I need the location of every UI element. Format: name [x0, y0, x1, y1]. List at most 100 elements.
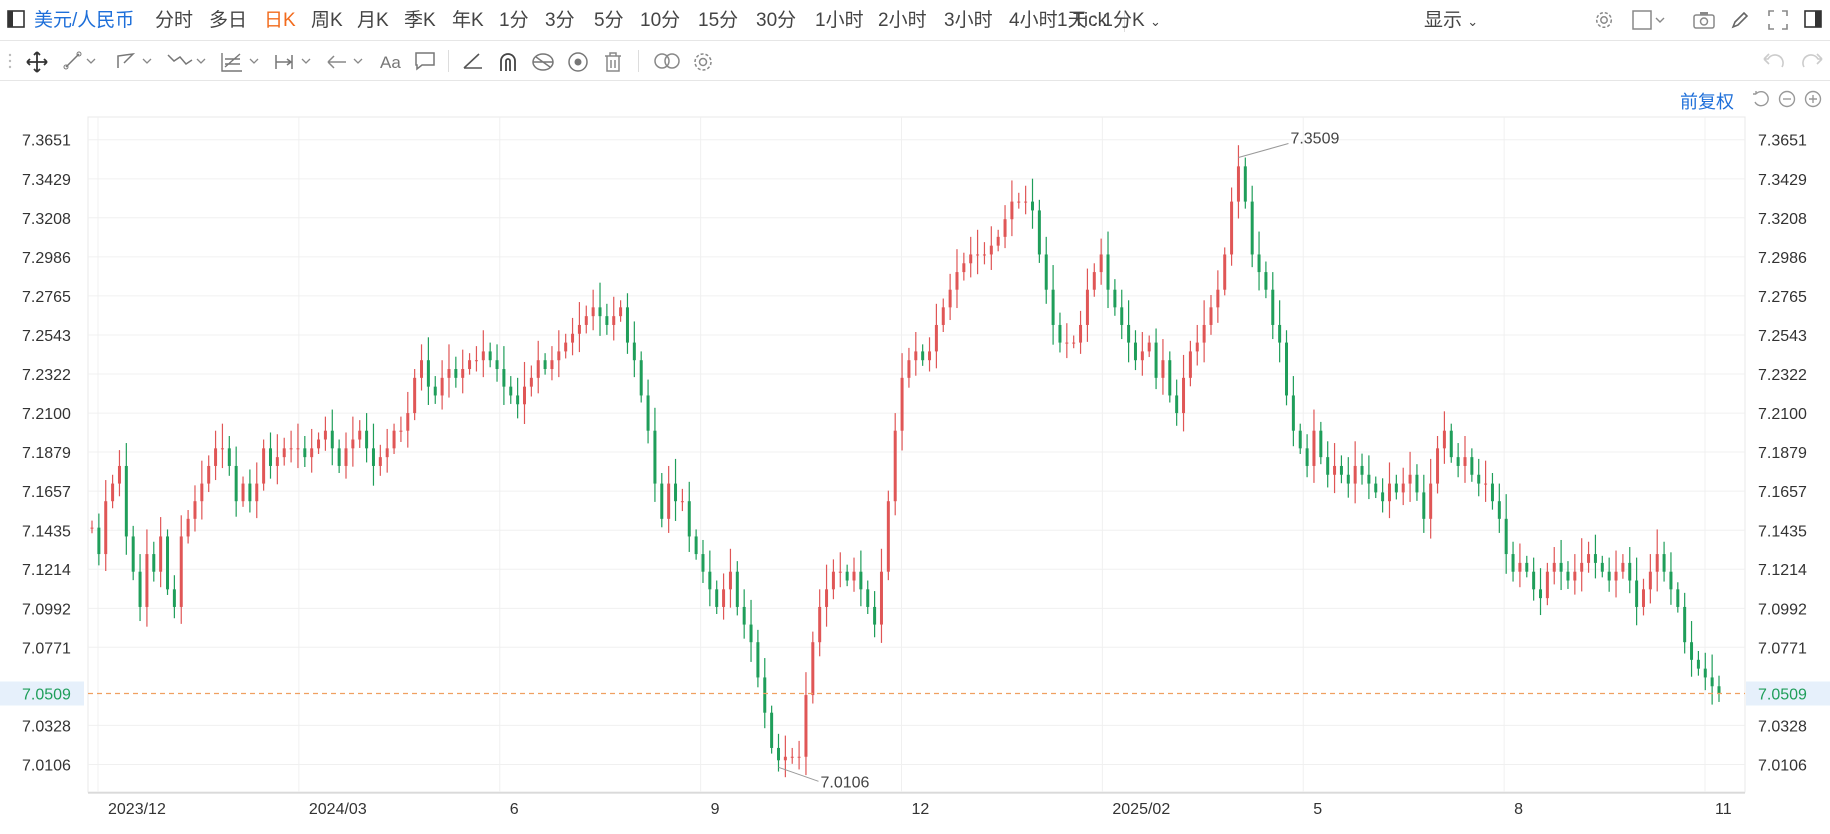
undo-icon[interactable] [1762, 51, 1786, 71]
sidebar-toggle-icon[interactable] [7, 10, 25, 28]
x-tick-label: 8 [1514, 801, 1523, 818]
candle-body [1628, 562, 1632, 581]
y-tick-right: 7.1879 [1758, 445, 1807, 462]
candle-body [1230, 201, 1234, 255]
period-tab-3[interactable]: 周K [311, 10, 343, 31]
price-adjust-label[interactable]: 前复权 [1680, 92, 1734, 112]
period-tab-13[interactable]: 1小时 [815, 10, 864, 31]
candle-body [186, 518, 190, 537]
zoom-in-icon[interactable] [1804, 90, 1822, 108]
candle-body [660, 483, 664, 519]
period-tab-1[interactable]: 多日 [209, 10, 248, 31]
range-selector[interactable]: 1天 : 1分K ⌄ [1057, 9, 1161, 34]
period-tab-6[interactable]: 年K [452, 10, 484, 31]
candle-body [591, 307, 595, 317]
candle-body [948, 289, 952, 308]
link-icon[interactable] [653, 51, 681, 71]
period-tab-15[interactable]: 3小时 [944, 10, 993, 31]
redo-icon[interactable] [1800, 51, 1824, 71]
candle-body [399, 430, 403, 432]
currency-pair-label[interactable]: 美元/人民币 [34, 10, 135, 31]
period-tab-10[interactable]: 10分 [640, 10, 681, 31]
candle-body [1635, 580, 1639, 607]
candle-body [852, 571, 856, 581]
candle-body [900, 377, 904, 431]
candle-body [371, 448, 375, 466]
y-tick-right: 7.0771 [1758, 640, 1807, 657]
candle-body [1600, 562, 1604, 572]
period-tab-7[interactable]: 1分 [499, 10, 529, 31]
comment-tool-icon[interactable] [414, 51, 436, 71]
gear-icon[interactable] [1594, 10, 1614, 30]
drag-handle-icon[interactable] [8, 52, 12, 70]
period-tab-8[interactable]: 3分 [545, 10, 575, 31]
fib-tool-icon[interactable] [220, 51, 260, 73]
range-label: 1天 : 1分K [1057, 10, 1145, 31]
y-tick-left: 7.3429 [22, 172, 71, 189]
candle-body [1408, 474, 1412, 484]
period-tab-11[interactable]: 15分 [698, 10, 739, 31]
display-dropdown[interactable]: 显示 ⌄ [1424, 9, 1478, 34]
period-tab-5[interactable]: 季K [404, 10, 436, 31]
candle-body [1710, 677, 1714, 687]
y-tick-right: 7.1657 [1758, 484, 1807, 501]
period-tab-2[interactable]: 日K [264, 10, 296, 31]
candle-body [1257, 254, 1261, 273]
y-tick-left: 7.0992 [22, 601, 71, 618]
candle-body [1490, 483, 1494, 502]
measure-tool-icon[interactable] [274, 51, 314, 73]
y-tick-right: 7.1214 [1758, 562, 1807, 579]
camera-icon[interactable] [1693, 10, 1715, 30]
candle-body [818, 606, 822, 643]
candle-body [1065, 342, 1069, 344]
candle-body [1058, 324, 1062, 343]
period-tab-0[interactable]: 分时 [155, 10, 194, 31]
wave-tool-icon[interactable] [166, 51, 206, 73]
trash-icon[interactable] [603, 51, 623, 73]
candle-body [104, 501, 108, 555]
period-tab-12[interactable]: 30分 [756, 10, 797, 31]
layout-icon[interactable] [1632, 10, 1666, 30]
eye-icon[interactable] [567, 51, 589, 73]
current-price-badge-right [1746, 681, 1830, 706]
x-tick-label: 2023/12 [108, 801, 166, 818]
period-tab-16[interactable]: 4小时 [1009, 10, 1058, 31]
move-icon[interactable] [26, 51, 48, 73]
candle-body [728, 571, 732, 590]
arrow-tool-icon[interactable] [326, 51, 366, 73]
candle-body [1442, 430, 1446, 449]
y-tick-left: 7.2765 [22, 289, 71, 306]
period-tab-9[interactable]: 5分 [594, 10, 624, 31]
candle-body [598, 307, 602, 317]
candle-body [1278, 324, 1282, 343]
period-tab-17[interactable]: Tick [1073, 10, 1108, 31]
candle-body [433, 386, 437, 396]
candle-body [1051, 289, 1055, 325]
candle-body [1449, 430, 1453, 458]
candle-body [1580, 562, 1584, 572]
fullscreen-icon[interactable] [1768, 10, 1788, 30]
text-tool-icon[interactable]: Aa [379, 51, 405, 73]
angle-tool-icon[interactable] [462, 51, 484, 71]
settings-icon[interactable] [692, 51, 714, 73]
candle-body [1696, 659, 1700, 669]
period-tab-4[interactable]: 月K [357, 10, 389, 31]
toolbar-divider [1124, 10, 1125, 32]
zoom-out-icon[interactable] [1778, 90, 1796, 108]
candle-body [1333, 465, 1337, 475]
line-tool-icon[interactable] [63, 51, 97, 71]
candle-body [337, 448, 341, 466]
candle-body [1106, 254, 1110, 290]
pencil-icon[interactable] [1730, 10, 1750, 30]
candle-body [1690, 642, 1694, 660]
polyline-tool-icon[interactable] [115, 51, 153, 71]
candle-body [1477, 474, 1481, 484]
candle-body [488, 351, 492, 361]
magnet-icon[interactable] [497, 51, 519, 73]
reset-icon[interactable] [1752, 90, 1770, 108]
panel-toggle-icon[interactable] [1804, 10, 1822, 28]
candle-body [289, 448, 293, 450]
hide-drawings-icon[interactable] [531, 51, 555, 73]
period-tab-14[interactable]: 2小时 [878, 10, 927, 31]
